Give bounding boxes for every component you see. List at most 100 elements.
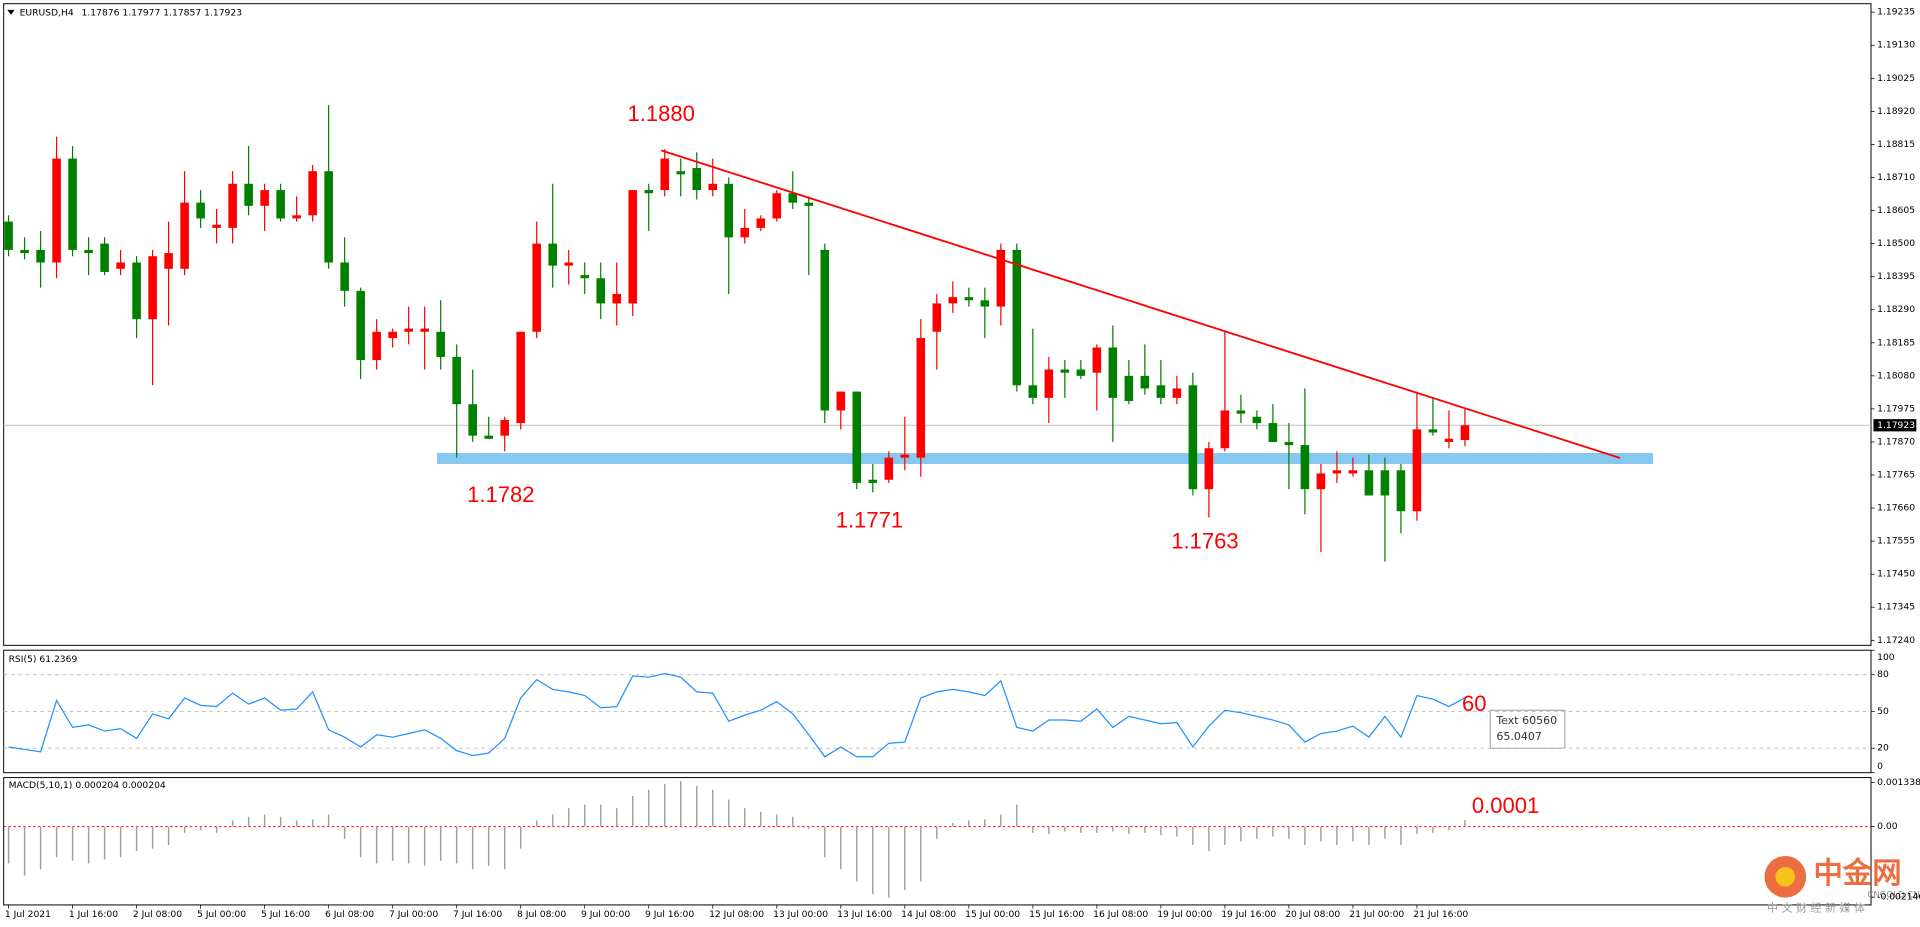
- macd-bar: [696, 786, 698, 827]
- candle-body: [1204, 448, 1214, 490]
- candle-body: [468, 404, 477, 436]
- candle-body: [356, 290, 365, 361]
- candle-body: [292, 215, 301, 219]
- candle-body: [4, 221, 13, 250]
- candle-body: [964, 297, 974, 301]
- logo-icon: [1775, 866, 1796, 887]
- rsi-y-tick-label: 80: [1877, 669, 1889, 680]
- macd-bar: [1288, 826, 1290, 839]
- y-tick-label: 1.18815: [1877, 139, 1915, 150]
- macd-bar: [279, 816, 282, 827]
- y-tick-label: 1.17660: [1877, 503, 1915, 514]
- x-tick-label: 1 Jul 16:00: [69, 909, 118, 920]
- header-close: 1.17923: [204, 7, 242, 18]
- macd-y-tick-label: 0.001338: [1877, 777, 1920, 788]
- rsi-y-tick-label: 20: [1877, 743, 1889, 754]
- macd-bar: [87, 826, 90, 864]
- macd-bar: [824, 826, 826, 858]
- y-tick-label: 1.17240: [1877, 635, 1915, 646]
- macd-bar: [551, 814, 554, 827]
- menu-arrow: [7, 9, 15, 15]
- x-tick-label: 14 Jul 08:00: [901, 909, 956, 920]
- macd-bar: [599, 804, 602, 827]
- candle-body: [164, 253, 173, 269]
- macd-bar: [1096, 826, 1098, 833]
- candle-body: [820, 249, 830, 411]
- candle-body: [1444, 438, 1454, 442]
- macd-bar: [359, 826, 362, 858]
- y-tick-label: 1.19235: [1877, 7, 1915, 18]
- candle-body: [564, 262, 573, 266]
- candle-body: [996, 249, 1006, 307]
- candle-body: [100, 243, 109, 272]
- candle-body: [36, 249, 45, 263]
- macd-bar: [215, 826, 218, 833]
- candle-body: [708, 183, 718, 191]
- macd-bar: [1352, 826, 1354, 842]
- macd-bar: [455, 826, 458, 864]
- price-tag: [1873, 419, 1917, 432]
- macd-bar: [1208, 826, 1210, 851]
- y-tick-label: 1.19130: [1877, 40, 1915, 51]
- macd-bar: [135, 826, 138, 851]
- annotation: 1.1880: [628, 101, 695, 126]
- rsi-line: [8, 672, 1466, 758]
- candle-body: [1364, 470, 1374, 496]
- candle-body: [244, 183, 253, 206]
- macd-bar: [1032, 826, 1034, 833]
- x-tick-label: 20 Jul 08:00: [1285, 909, 1340, 920]
- candle-body: [180, 202, 189, 269]
- candle-body: [788, 193, 798, 203]
- watermark-slogan: 中 文 财 经 新 媒 体: [1767, 901, 1865, 915]
- x-tick-label: 7 Jul 16:00: [453, 909, 502, 920]
- candle-body: [740, 227, 750, 238]
- macd-bar: [167, 826, 170, 846]
- macd-bar: [872, 826, 874, 895]
- macd-bar: [1368, 826, 1370, 846]
- macd-bar: [936, 826, 938, 839]
- macd-bar: [631, 796, 634, 827]
- candle-body: [676, 171, 686, 175]
- macd-bar: [1272, 826, 1274, 837]
- candle-body: [404, 328, 413, 332]
- macd-name: MACD(5,10,1): [9, 779, 73, 790]
- macd-bar: [1048, 826, 1050, 834]
- candle-body: [1188, 385, 1198, 490]
- candle-body: [612, 293, 622, 304]
- candle-body: [724, 183, 734, 238]
- candle-body: [228, 183, 237, 228]
- x-tick-label: 15 Jul 16:00: [1029, 909, 1084, 920]
- x-tick-label: 5 Jul 16:00: [261, 909, 310, 920]
- x-tick-label: 12 Jul 08:00: [709, 909, 764, 920]
- macd-bar: [1464, 819, 1466, 827]
- macd-bar: [1400, 826, 1402, 846]
- macd-bar: [1064, 826, 1066, 832]
- candle-body: [836, 391, 846, 411]
- x-tick-label: 6 Jul 08:00: [325, 909, 374, 920]
- candle-body: [1044, 369, 1054, 398]
- candle-body: [148, 256, 157, 320]
- candle-body: [1172, 388, 1182, 398]
- macd-bar: [984, 819, 986, 827]
- macd-bar: [503, 826, 506, 870]
- macd-bar: [1416, 826, 1418, 834]
- macd-bar: [744, 808, 746, 827]
- macd-bar: [792, 816, 794, 827]
- candle-body: [1140, 375, 1150, 389]
- macd-bar: [808, 826, 810, 829]
- macd-bar: [231, 820, 234, 827]
- macd-value: 0.000204: [75, 779, 119, 790]
- candle-body: [772, 193, 782, 219]
- candle-body: [340, 262, 349, 291]
- annotation: 1.1782: [467, 482, 534, 507]
- candle-body: [884, 457, 894, 480]
- macd-bar: [583, 804, 586, 827]
- x-tick-label: 21 Jul 00:00: [1349, 909, 1404, 920]
- candle-body: [596, 278, 606, 304]
- macd-bar: [904, 826, 906, 891]
- macd-bar: [71, 826, 74, 861]
- candle-body: [1236, 410, 1246, 414]
- tooltip-line: 65.0407: [1496, 730, 1542, 743]
